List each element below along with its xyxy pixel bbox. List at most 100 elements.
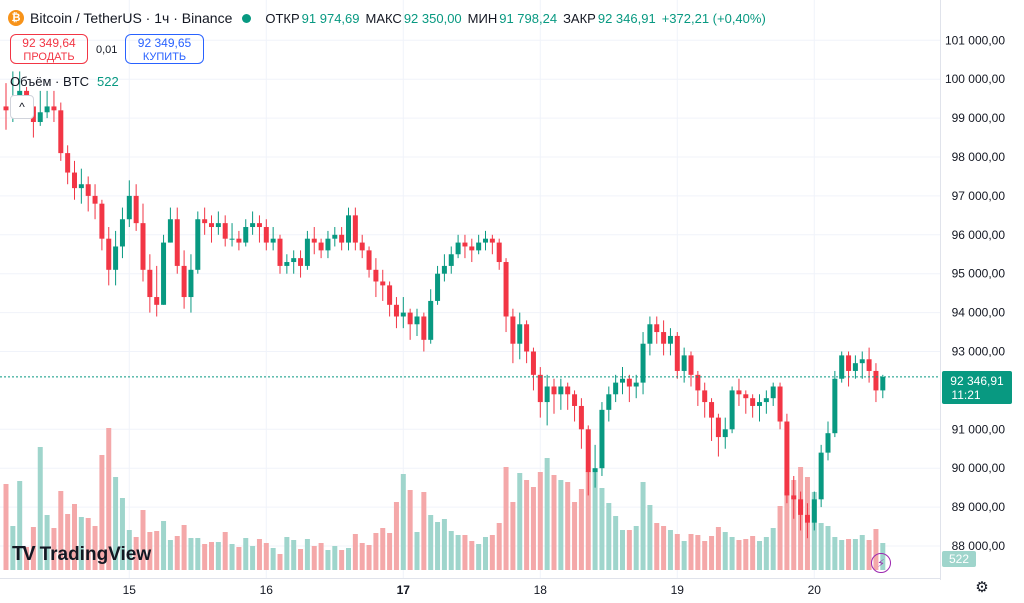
volume-bar (667, 530, 673, 570)
candle-body (551, 386, 557, 395)
volume-bar (140, 510, 146, 570)
last-price-value: 92 346,91 (950, 374, 1004, 388)
volume-bar (599, 488, 605, 570)
volume-bar (51, 528, 57, 570)
volume-bar (325, 550, 331, 570)
volume-bar (3, 484, 9, 570)
buy-price: 92 349,65 (137, 36, 192, 50)
candle-body (435, 273, 441, 301)
tradingview-logo[interactable]: TV TradingView (12, 543, 151, 566)
candle-body (661, 332, 667, 344)
volume-bar (647, 505, 653, 570)
volume-bar (380, 528, 386, 570)
candle-body (448, 254, 454, 266)
volume-bar (161, 521, 167, 570)
volume-bar (277, 554, 283, 570)
volume-bar (572, 502, 578, 570)
buy-button[interactable]: 92 349,65 КУПИТЬ (125, 34, 204, 64)
candle-body (215, 223, 221, 228)
candle-body (729, 390, 735, 430)
candle-body (476, 242, 482, 251)
buy-label: КУПИТЬ (142, 51, 187, 63)
collapse-legend-button[interactable]: ^ (10, 95, 34, 119)
lightning-icon[interactable]: ⚡ (871, 553, 891, 573)
candle-body (181, 265, 187, 298)
volume-bar (154, 531, 160, 570)
volume-bar (763, 537, 769, 570)
symbol-title[interactable]: Bitcoin / TetherUS · 1ч · Binance (30, 10, 233, 26)
candle-body (483, 238, 488, 243)
volume-bar (72, 504, 77, 570)
volume-bar (256, 539, 262, 570)
volume-bar (133, 537, 139, 570)
candle-body (839, 355, 845, 379)
candle-body (866, 359, 872, 371)
volume-bar (243, 538, 249, 570)
candle-body (585, 429, 591, 473)
tradingview-logo-icon: TV (12, 543, 36, 565)
sell-button[interactable]: 92 349,64 ПРОДАТЬ (10, 34, 88, 64)
volume-bar (387, 533, 393, 570)
candle-body (387, 285, 393, 305)
volume-bar (167, 540, 173, 570)
volume-bar (435, 522, 441, 570)
volume-bar (147, 532, 153, 570)
candle-body (777, 386, 783, 422)
volume-label: Объём · BTC (10, 74, 89, 89)
y-tick-label: 99 000,00 (952, 111, 1006, 125)
volume-bar (503, 467, 509, 570)
ohlc-values: ОТКР 91 974,69 МАКС 92 350,00 МИН 91 798,24… (259, 11, 765, 26)
close-value: 92 346,91 (597, 10, 656, 26)
volume-bar (606, 503, 612, 570)
settings-gear-icon[interactable]: ⚙ (975, 579, 989, 596)
candle-body (510, 316, 516, 344)
y-tick-label: 90 000,00 (952, 461, 1006, 475)
volume-bar (37, 447, 43, 570)
volume-bar (113, 477, 119, 570)
candle-body (17, 90, 23, 99)
candles (3, 71, 886, 539)
volume-bar (626, 530, 632, 570)
volume-bar (359, 543, 365, 570)
candle-body (722, 429, 728, 438)
volume-bar (852, 539, 858, 570)
volume-bar (318, 543, 324, 570)
x-tick-label: 17 (397, 583, 411, 597)
volume-bar (757, 541, 762, 570)
candle-body (804, 514, 810, 523)
candle-body (270, 238, 276, 243)
y-tick-label: 94 000,00 (952, 306, 1006, 320)
volume-bar (119, 498, 125, 570)
candle-body (818, 452, 824, 500)
volume-bar (743, 539, 749, 570)
candle-body (72, 172, 77, 189)
y-tick-label: 95 000,00 (952, 267, 1006, 281)
volume-bar (99, 455, 105, 570)
y-axis-labels: 101 000,00 100 000,00 99 000,00 98 000,00 97… (945, 33, 1005, 553)
volume-bar (462, 535, 468, 570)
candle-body (161, 242, 167, 305)
candle-body (243, 227, 249, 243)
candle-body (236, 238, 242, 243)
candle-body (873, 370, 879, 391)
volume-bar (92, 526, 98, 570)
candle-body (407, 312, 413, 325)
volume-bar (448, 531, 454, 570)
sell-label: ПРОДАТЬ (23, 51, 75, 63)
candle-body (674, 335, 680, 371)
candle-body (359, 242, 365, 251)
volume-bar (517, 473, 523, 570)
volume-legend: Объём · BTC 522 (10, 74, 119, 89)
volume-bar (65, 514, 71, 570)
candle-body (58, 110, 64, 154)
volume-bar (263, 543, 269, 570)
candle-body (825, 433, 831, 453)
volume-bar (400, 474, 406, 570)
candle-body (133, 195, 139, 224)
low-value: 91 798,24 (499, 10, 558, 26)
candle-body (195, 219, 201, 270)
candle-body (811, 499, 817, 523)
volume-bar (688, 534, 694, 570)
volume-bar (126, 530, 132, 570)
